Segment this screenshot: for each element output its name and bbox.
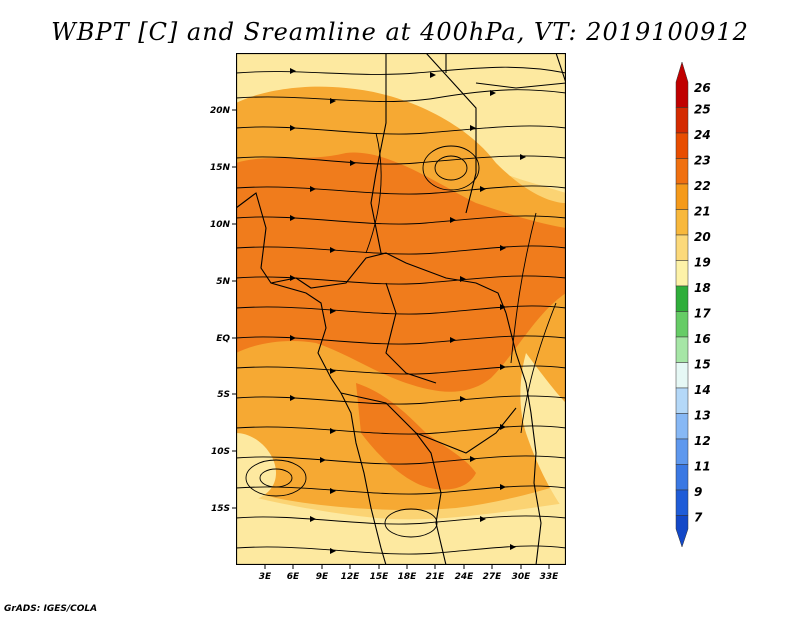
lat-label: 20N [210, 106, 231, 116]
colorbar-label: 11 [694, 460, 711, 474]
colorbar-label: 26 [694, 81, 711, 95]
colorbar-segment [675, 132, 689, 159]
colorbar-label: 24 [694, 128, 711, 142]
borders [236, 53, 566, 565]
chart-title: WBPT [C] and Sreamline at 400hPa, VT: 20… [51, 18, 749, 46]
colorbar: 26 25 24 23 22 21 20 19 18 17 16 15 14 13 12 11 9 7 [675, 62, 711, 548]
lat-label: 15N [210, 163, 231, 173]
colorbar-segment [675, 336, 689, 363]
colorbar-segment [675, 234, 689, 261]
credit-text: GrADS: IGES/COLA [4, 604, 98, 614]
colorbar-segment [675, 209, 689, 236]
colorbar-labels: 26 25 24 23 22 21 20 19 18 17 16 15 14 13 12 11 9 7 [694, 81, 711, 525]
lat-label: EQ [216, 334, 230, 344]
streamline-arrows [290, 68, 526, 554]
lat-ticks [232, 109, 236, 509]
colorbar-segment [675, 413, 689, 440]
lon-ticks [264, 565, 550, 569]
lat-label: 5S [217, 390, 230, 400]
colorbar-label: 12 [694, 434, 711, 448]
colorbar-label: 20 [694, 230, 711, 244]
lon-label: 21E [426, 572, 446, 582]
colorbar-label: 9 [694, 485, 702, 499]
colorbar-segment [675, 362, 689, 389]
colorbar-label: 7 [694, 511, 703, 525]
colorbar-segment [675, 464, 689, 491]
colorbar-segment [675, 515, 689, 548]
lat-label: 5N [216, 277, 230, 287]
colorbar-segment [675, 158, 689, 185]
colorbar-label: 16 [694, 332, 711, 346]
lat-label: 10N [210, 220, 231, 230]
colorbar-label: 21 [694, 205, 711, 219]
field-pale-east [520, 353, 566, 513]
colorbar-segment [675, 107, 689, 134]
colorbar-label: 19 [694, 256, 711, 270]
lon-label: 3E [259, 572, 272, 582]
lon-label: 33E [540, 572, 560, 582]
field-pale-southwest [236, 493, 566, 565]
lon-label: 27E [483, 572, 503, 582]
colorbar-label: 25 [694, 103, 711, 117]
colorbar-label: 15 [694, 358, 711, 372]
colorbar-segment [675, 311, 689, 338]
lon-label: 24E [455, 572, 475, 582]
map-panel [236, 53, 566, 565]
field-dark-core [236, 152, 566, 392]
colorbar-segment [675, 183, 689, 210]
colorbar-label: 18 [694, 281, 711, 295]
lat-axis: 20N 15N 10N 5N EQ 5S 10S 15S [210, 106, 236, 514]
lon-label: 18E [398, 572, 418, 582]
colorbar-segment [675, 260, 689, 287]
lon-label: 30E [512, 572, 532, 582]
lon-label: 12E [341, 572, 361, 582]
lon-axis: 3E 6E 9E 12E 15E 18E 21E 24E 27E 30E 33E [259, 565, 560, 582]
streamlines [236, 66, 566, 555]
colorbar-label: 13 [694, 409, 711, 423]
lon-label: 9E [316, 572, 329, 582]
colorbar-segment [675, 285, 689, 312]
colorbar-label: 23 [694, 154, 711, 168]
colorbar-segments [675, 62, 689, 548]
map-frame [236, 53, 566, 565]
colorbar-label: 14 [694, 383, 711, 397]
colorbar-segment [675, 438, 689, 465]
colorbar-segment [675, 387, 689, 414]
colorbar-label: 17 [694, 307, 711, 321]
lat-label: 10S [211, 447, 230, 457]
colorbar-label: 22 [694, 179, 711, 193]
lon-label: 6E [287, 572, 300, 582]
lat-label: 15S [211, 504, 230, 514]
lon-label: 15E [370, 572, 390, 582]
field-dark-south [356, 383, 476, 490]
colorbar-segment [675, 62, 689, 108]
colorbar-segment [675, 489, 689, 516]
